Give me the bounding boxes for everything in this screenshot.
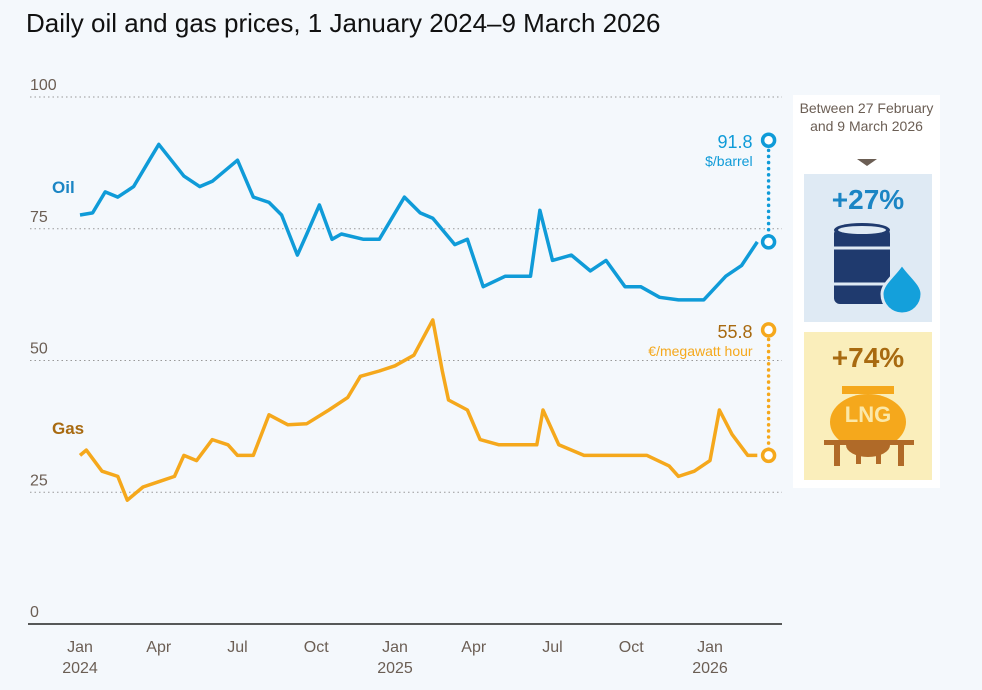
gas-change: +74% [831, 342, 905, 373]
x-tick-label: Jan [382, 639, 408, 656]
oil-end-value: 91.8 [718, 132, 753, 152]
gas-end-value: 55.8 [718, 322, 753, 342]
oil-barrel-icon [832, 223, 924, 316]
oil-end-marker [760, 132, 777, 148]
x-tick-label: Oct [304, 639, 329, 656]
y-tick-label: 75 [30, 209, 48, 226]
x-tick-label: Jul [227, 639, 247, 656]
gas-series-label: Gas [52, 419, 84, 438]
gas-end-marker [760, 322, 777, 338]
gas-line [78, 318, 758, 502]
x-tick-year: 2025 [377, 660, 413, 677]
lng-tank-icon [824, 386, 914, 466]
y-tick-label: 100 [30, 77, 57, 94]
y-tick-label: 50 [30, 341, 48, 358]
x-tick-label: Apr [146, 639, 172, 656]
y-tick-label: 0 [30, 604, 39, 621]
x-tick-label: Jan [67, 639, 93, 656]
oil-unit: $/barrel [705, 153, 752, 169]
arrow-down-icon [857, 159, 877, 166]
x-tick-year: 2024 [62, 660, 98, 677]
gas-unit: €/megawatt hour [648, 343, 753, 359]
x-tick-label: Apr [461, 639, 487, 656]
oil-change: +27% [831, 184, 905, 215]
y-tick-label: 25 [30, 472, 48, 489]
oil-line [79, 142, 759, 302]
lng-label: LNG [844, 402, 892, 427]
oil-start-marker [760, 234, 777, 250]
oil-series-label: Oil [52, 178, 75, 197]
chart-title: Daily oil and gas prices, 1 January 2024… [26, 8, 661, 38]
x-tick-label: Jan [697, 639, 723, 656]
gas-start-marker [760, 447, 777, 464]
x-tick-label: Oct [619, 639, 644, 656]
oil-change-box: +27% [804, 174, 932, 322]
x-tick-year: 2026 [692, 660, 728, 677]
change-panel: Between 27 February and 9 March 2026 +27… [793, 95, 940, 488]
gas-change-box: +74% LNG [804, 332, 932, 480]
x-tick-label: Jul [542, 639, 562, 656]
period-label: Between 27 February and 9 March 2026 [799, 100, 934, 134]
